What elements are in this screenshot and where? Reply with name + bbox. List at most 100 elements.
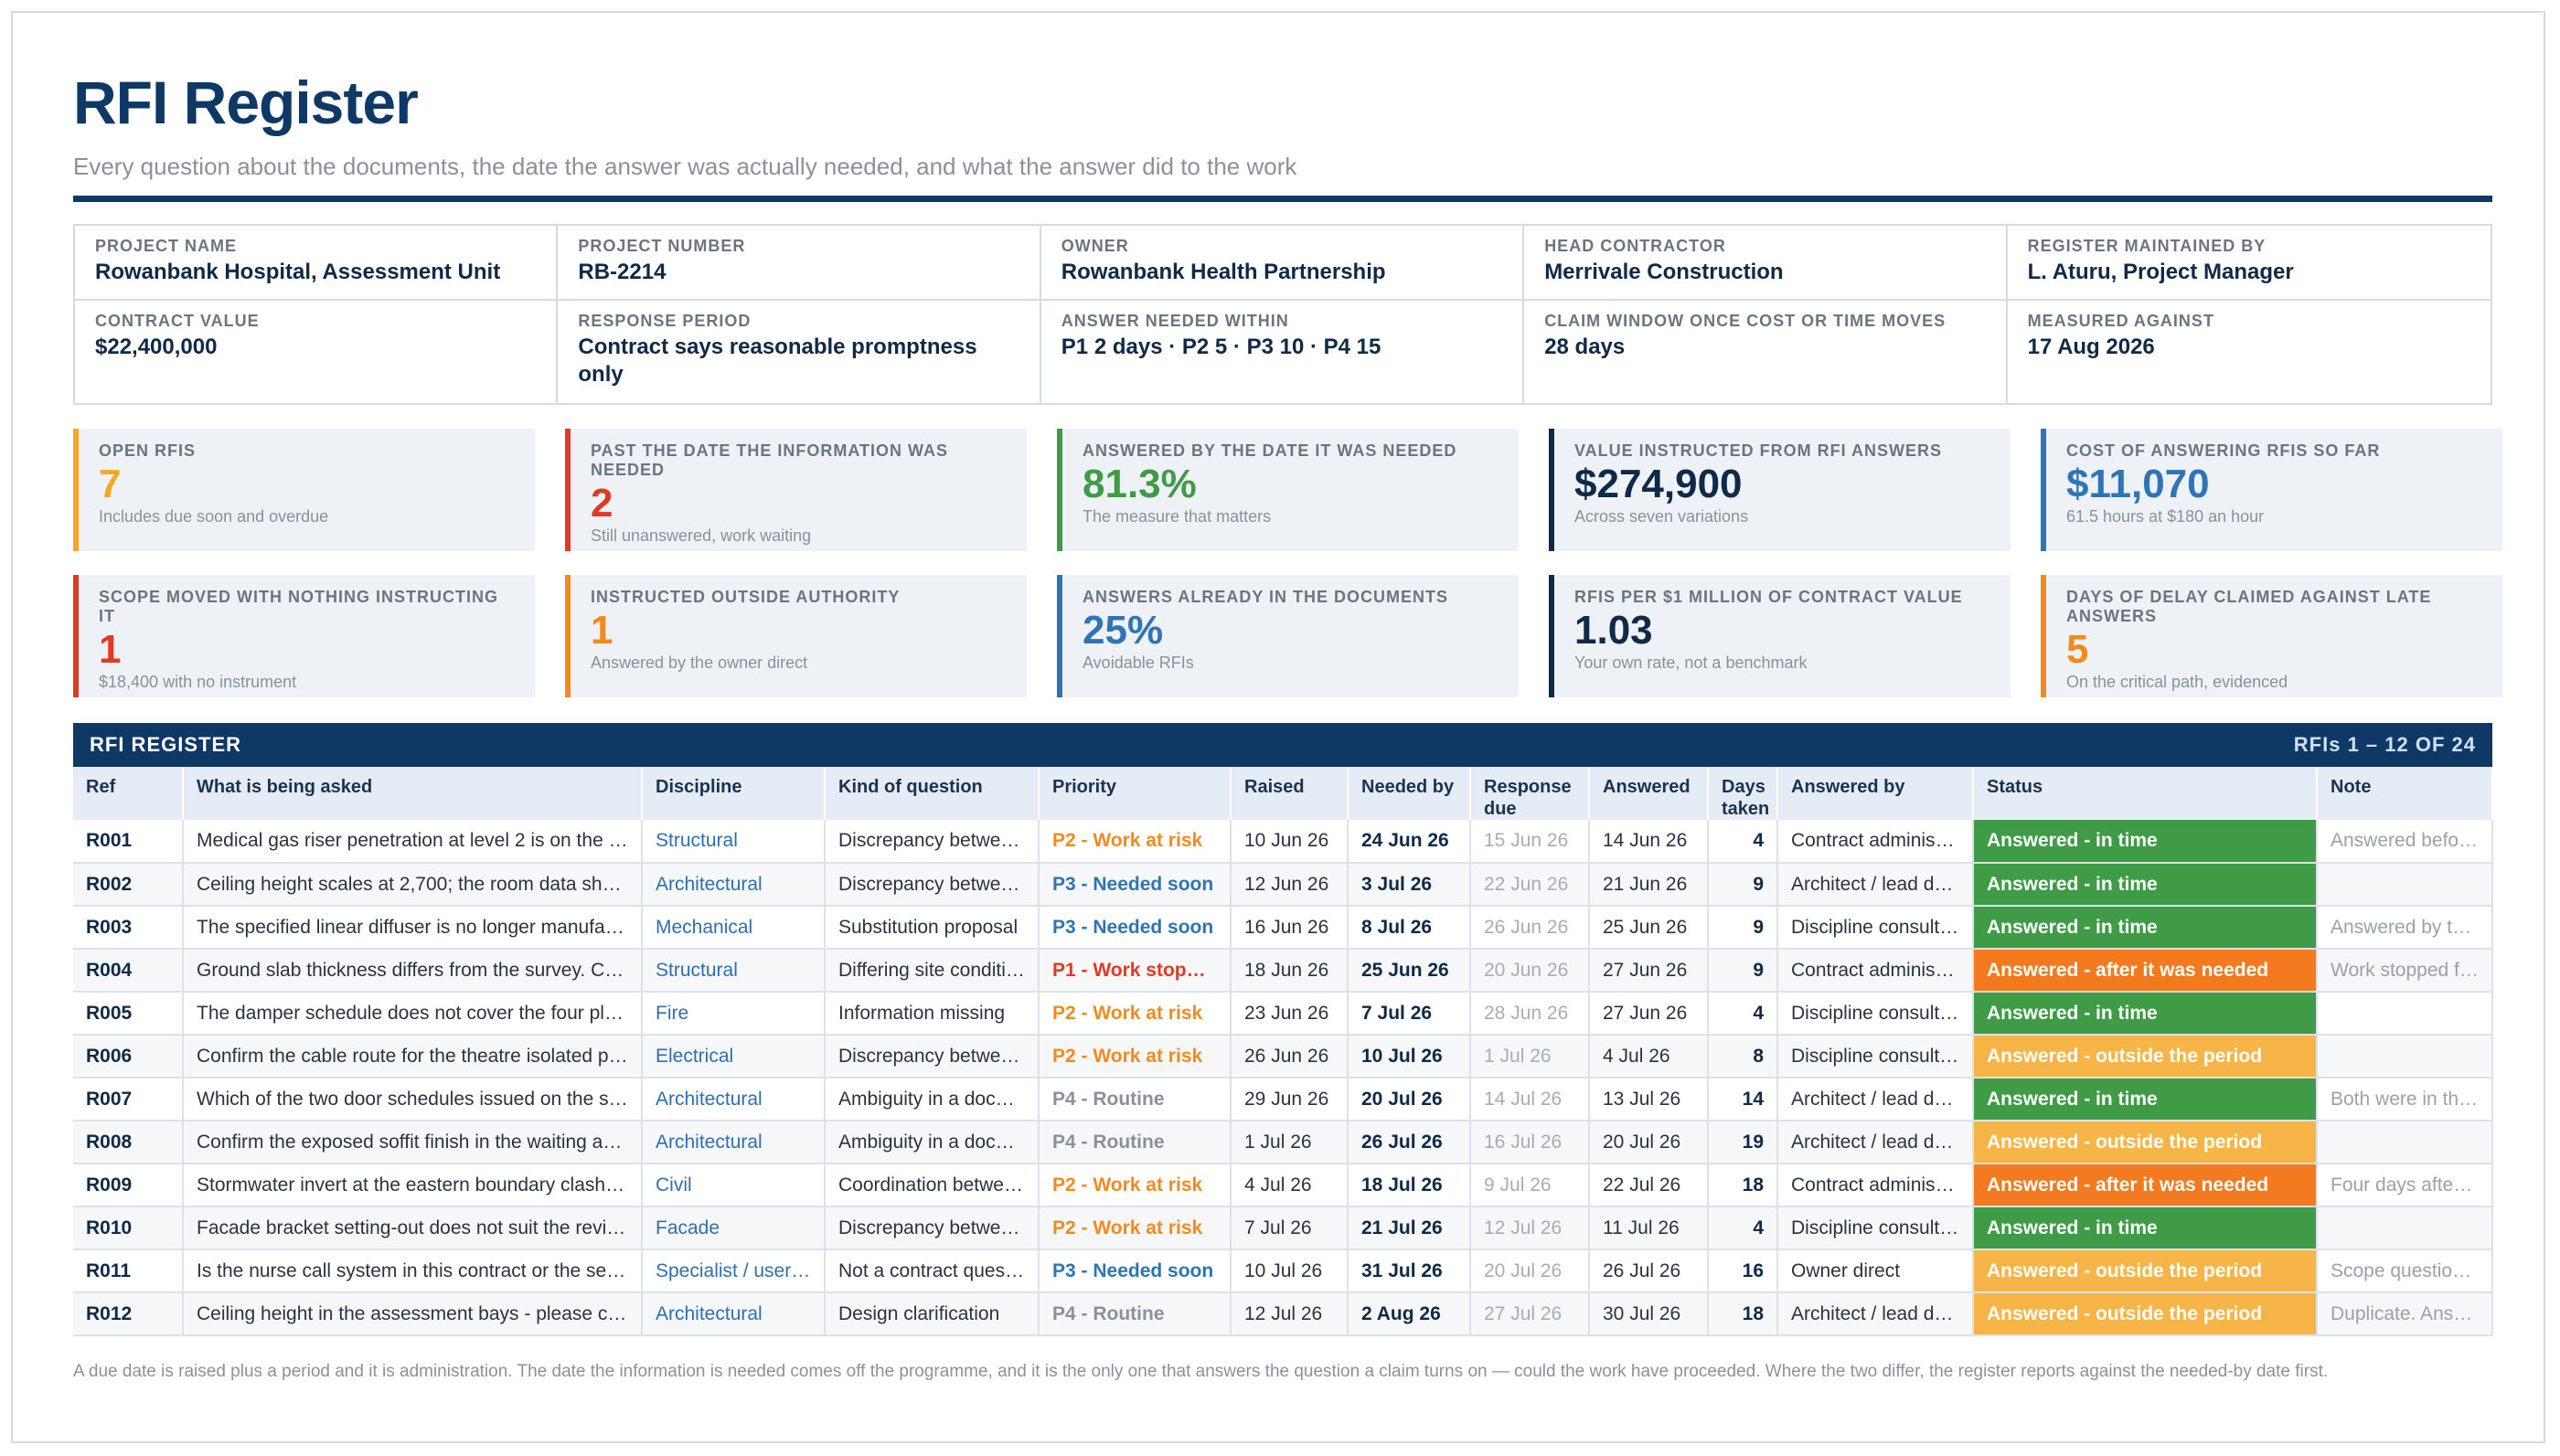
table-row[interactable]: R005 The damper schedule does not cover t… bbox=[73, 992, 2493, 1036]
table-row[interactable]: R006 Confirm the cable route for the thea… bbox=[73, 1035, 2493, 1079]
raised-cell: 12 Jun 26 bbox=[1231, 863, 1349, 907]
needed-by-cell: 26 Jul 26 bbox=[1348, 1121, 1471, 1164]
raised-cell: 26 Jun 26 bbox=[1231, 1035, 1349, 1079]
answered-cell: 20 Jul 26 bbox=[1589, 1121, 1709, 1164]
question-cell: Stormwater invert at the eastern boundar… bbox=[183, 1164, 643, 1207]
register-header-bar: RFI REGISTER RFIs 1 – 12 OF 24 bbox=[73, 723, 2492, 767]
column-header[interactable]: Answered bbox=[1589, 767, 1709, 820]
kpi-card: SCOPE MOVED WITH NOTHING INSTRUCTING IT … bbox=[73, 575, 535, 697]
raised-cell: 23 Jun 26 bbox=[1231, 992, 1349, 1036]
needed-by-cell: 25 Jun 26 bbox=[1348, 949, 1471, 993]
rfi-table: Ref What is being asked Discipline Kind of … bbox=[73, 767, 2493, 1336]
raised-cell: 10 Jul 26 bbox=[1231, 1249, 1349, 1293]
ref-cell: R011 bbox=[73, 1249, 184, 1293]
status-badge: Answered - outside the period bbox=[1973, 1121, 2318, 1164]
column-header[interactable]: Kind of question bbox=[825, 767, 1040, 820]
info-cell: CONTRACT VALUE $22,400,000 bbox=[75, 299, 559, 403]
kind-cell: Information missing bbox=[825, 992, 1040, 1036]
ref-cell: R001 bbox=[73, 820, 184, 864]
answered-by-cell: Architect / lead designer bbox=[1777, 1121, 1974, 1164]
status-badge: Answered - outside the period bbox=[1973, 1035, 2318, 1079]
days-taken-cell: 9 bbox=[1708, 906, 1778, 950]
table-row[interactable]: R004 Ground slab thickness differs from t… bbox=[73, 949, 2493, 993]
question-cell: Ceiling height scales at 2,700; the room… bbox=[183, 863, 643, 907]
needed-by-cell: 8 Jul 26 bbox=[1348, 906, 1471, 950]
page-subtitle: Every question about the documents, the … bbox=[73, 153, 1297, 180]
question-cell: Medical gas riser penetration at level 2… bbox=[183, 820, 643, 864]
days-taken-cell: 4 bbox=[1708, 1206, 1778, 1250]
response-due-cell: 16 Jul 26 bbox=[1470, 1121, 1590, 1164]
table-row[interactable]: R008 Confirm the exposed soffit finish in… bbox=[73, 1121, 2493, 1164]
kpi-sub: Still unanswered, work waiting bbox=[591, 526, 812, 545]
kpi-card: COST OF ANSWERING RFIS SO FAR $11,070 61… bbox=[2041, 429, 2502, 551]
raised-cell: 12 Jul 26 bbox=[1231, 1292, 1349, 1336]
kind-cell: Discrepancy between documents bbox=[825, 863, 1040, 907]
table-row[interactable]: R010 Facade bracket setting-out does not … bbox=[73, 1206, 2493, 1250]
column-header[interactable]: What is being asked bbox=[183, 767, 643, 820]
answered-cell: 11 Jul 26 bbox=[1589, 1206, 1709, 1250]
table-row[interactable]: R007 Which of the two door schedules issu… bbox=[73, 1078, 2493, 1121]
info-cell: MEASURED AGAINST 17 Aug 2026 bbox=[2007, 299, 2491, 403]
answered-by-cell: Architect / lead designer bbox=[1777, 1078, 1974, 1121]
kpi-value: 1 bbox=[591, 608, 613, 653]
column-header[interactable]: Ref bbox=[73, 767, 184, 820]
table-row[interactable]: R012 Ceiling height in the assessment bay… bbox=[73, 1292, 2493, 1336]
kpi-sub: $18,400 with no instrument bbox=[99, 673, 297, 691]
days-taken-cell: 18 bbox=[1708, 1292, 1778, 1336]
info-cell: OWNER Rowanbank Health Partnership bbox=[1041, 226, 1525, 299]
column-header[interactable]: Needed by bbox=[1348, 767, 1471, 820]
register-title: RFI REGISTER bbox=[90, 733, 242, 756]
priority-cell: P2 - Work at risk bbox=[1039, 992, 1232, 1036]
response-due-cell: 9 Jul 26 bbox=[1470, 1164, 1590, 1207]
kpi-card: OPEN RFIS 7 Includes due soon and overdu… bbox=[73, 429, 535, 551]
kpi-value: $274,900 bbox=[1574, 462, 1743, 506]
table-row[interactable]: R002 Ceiling height scales at 2,700; the … bbox=[73, 863, 2493, 907]
kpi-card: DAYS OF DELAY CLAIMED AGAINST LATE ANSWE… bbox=[2041, 575, 2502, 697]
answered-by-cell: Contract administrator bbox=[1777, 820, 1974, 864]
note-cell: Answered before the due date bbox=[2317, 820, 2493, 864]
kpi-card: PAST THE DATE THE INFORMATION WAS NEEDED… bbox=[565, 429, 1027, 551]
info-value: L. Aturu, Project Manager bbox=[2027, 260, 2294, 284]
question-cell: Which of the two door schedules issued o… bbox=[183, 1078, 643, 1121]
days-taken-cell: 16 bbox=[1708, 1249, 1778, 1293]
note-cell: Four days after it was needed bbox=[2317, 1164, 2493, 1207]
answered-cell: 4 Jul 26 bbox=[1589, 1035, 1709, 1079]
table-row[interactable]: R003 The specified linear diffuser is no … bbox=[73, 906, 2493, 950]
needed-by-cell: 10 Jul 26 bbox=[1348, 1035, 1471, 1079]
table-row[interactable]: R009 Stormwater invert at the eastern bou… bbox=[73, 1164, 2493, 1207]
column-header[interactable]: Response due bbox=[1470, 767, 1590, 820]
response-due-cell: 14 Jul 26 bbox=[1470, 1078, 1590, 1121]
priority-cell: P4 - Routine bbox=[1039, 1121, 1232, 1164]
info-cell: ANSWER NEEDED WITHIN P1 2 days · P2 5 · … bbox=[1040, 299, 1525, 403]
column-header[interactable]: Raised bbox=[1231, 767, 1349, 820]
column-header[interactable]: Status bbox=[1973, 767, 2318, 820]
column-header[interactable]: Answered by bbox=[1777, 767, 1974, 820]
answered-by-cell: Owner direct bbox=[1777, 1249, 1974, 1293]
info-cell: PROJECT NAME Rowanbank Hospital, Assessm… bbox=[75, 226, 559, 299]
column-header[interactable]: Priority bbox=[1039, 767, 1232, 820]
discipline-cell: Specialist / user group bbox=[642, 1249, 826, 1293]
question-cell: Ceiling height in the assessment bays - … bbox=[183, 1292, 643, 1336]
answered-by-cell: Discipline consultant bbox=[1777, 992, 1974, 1036]
raised-cell: 29 Jun 26 bbox=[1231, 1078, 1349, 1121]
days-taken-cell: 4 bbox=[1708, 992, 1778, 1036]
status-badge: Answered - after it was needed bbox=[1973, 1164, 2318, 1207]
kpi-card: ANSWERED BY THE DATE IT WAS NEEDED 81.3%… bbox=[1057, 429, 1519, 551]
kpi-label: PAST THE DATE THE INFORMATION WAS NEEDED bbox=[591, 441, 948, 479]
column-header[interactable]: Discipline bbox=[642, 767, 826, 820]
column-header[interactable]: Note bbox=[2317, 767, 2493, 820]
answered-cell: 26 Jul 26 bbox=[1589, 1249, 1709, 1293]
table-row[interactable]: R001 Medical gas riser penetration at lev… bbox=[73, 820, 2493, 864]
table-row[interactable]: R011 Is the nurse call system in this con… bbox=[73, 1249, 2493, 1293]
info-cell: HEAD CONTRACTOR Merrivale Construction bbox=[1524, 226, 2008, 299]
table-body: R001 Medical gas riser penetration at lev… bbox=[73, 820, 2493, 1336]
info-label: ANSWER NEEDED WITHIN bbox=[1061, 312, 1289, 330]
kpi-card: RFIS PER $1 MILLION OF CONTRACT VALUE 1.… bbox=[1549, 575, 2011, 697]
column-header[interactable]: Days taken bbox=[1708, 767, 1778, 820]
answered-by-cell: Architect / lead designer bbox=[1777, 863, 1974, 907]
raised-cell: 7 Jul 26 bbox=[1231, 1206, 1349, 1250]
response-due-cell: 1 Jul 26 bbox=[1470, 1035, 1590, 1079]
discipline-cell: Architectural bbox=[642, 1078, 826, 1121]
response-due-cell: 22 Jun 26 bbox=[1470, 863, 1590, 907]
kind-cell: Discrepancy between documents bbox=[825, 820, 1040, 864]
